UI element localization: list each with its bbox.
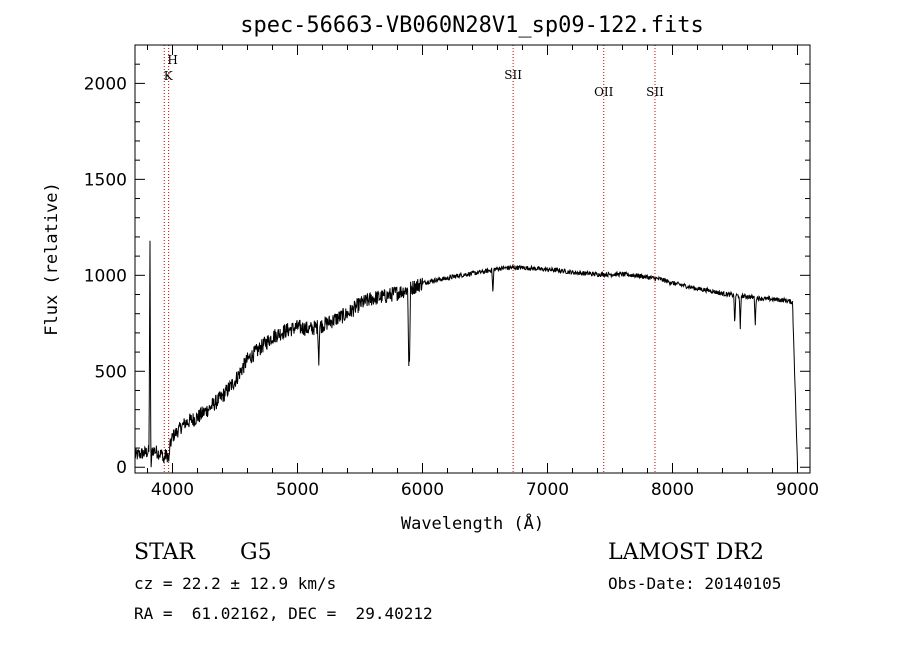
redshift-readout: cz = 22.2 ± 12.9 km/s (134, 574, 337, 593)
y-tick-label: 500 (95, 362, 127, 382)
y-axis-label: Flux (relative) (42, 182, 62, 336)
y-tick-label: 1000 (84, 266, 127, 286)
reference-line-label: SII (504, 68, 522, 82)
x-tick-label: 7000 (526, 480, 569, 500)
x-tick-label: 8000 (651, 480, 694, 500)
y-tick-label: 2000 (84, 74, 127, 94)
y-tick-label: 1500 (84, 170, 127, 190)
reference-line-label: H (167, 53, 177, 67)
x-tick-label: 5000 (276, 480, 319, 500)
y-tick-label: 0 (116, 458, 127, 478)
spectrum-line (134, 240, 798, 468)
survey-name: LAMOST DR2 (608, 540, 764, 565)
object-class: STAR (134, 540, 195, 565)
chart-title: spec-56663-VB060N28V1_sp09-122.fits (240, 13, 704, 38)
reference-line-label: SII (646, 85, 664, 99)
object-subclass: G5 (240, 540, 272, 565)
coordinates: RA = 61.02162, DEC = 29.40212 (134, 604, 433, 623)
x-tick-label: 6000 (401, 480, 444, 500)
x-axis-label: Wavelength (Å) (401, 512, 544, 534)
plot-frame (134, 44, 811, 474)
reference-line-label: OII (594, 85, 614, 99)
x-tick-label: 4000 (151, 480, 194, 500)
obs-date: Obs-Date: 20140105 (608, 574, 782, 593)
plot-area: KHSIIOIISII (134, 45, 798, 473)
x-tick-label: 9000 (776, 480, 819, 500)
axes: 4000 5000 6000 7000 8000 9000 0 500 1000 1500 2000 (84, 44, 819, 500)
